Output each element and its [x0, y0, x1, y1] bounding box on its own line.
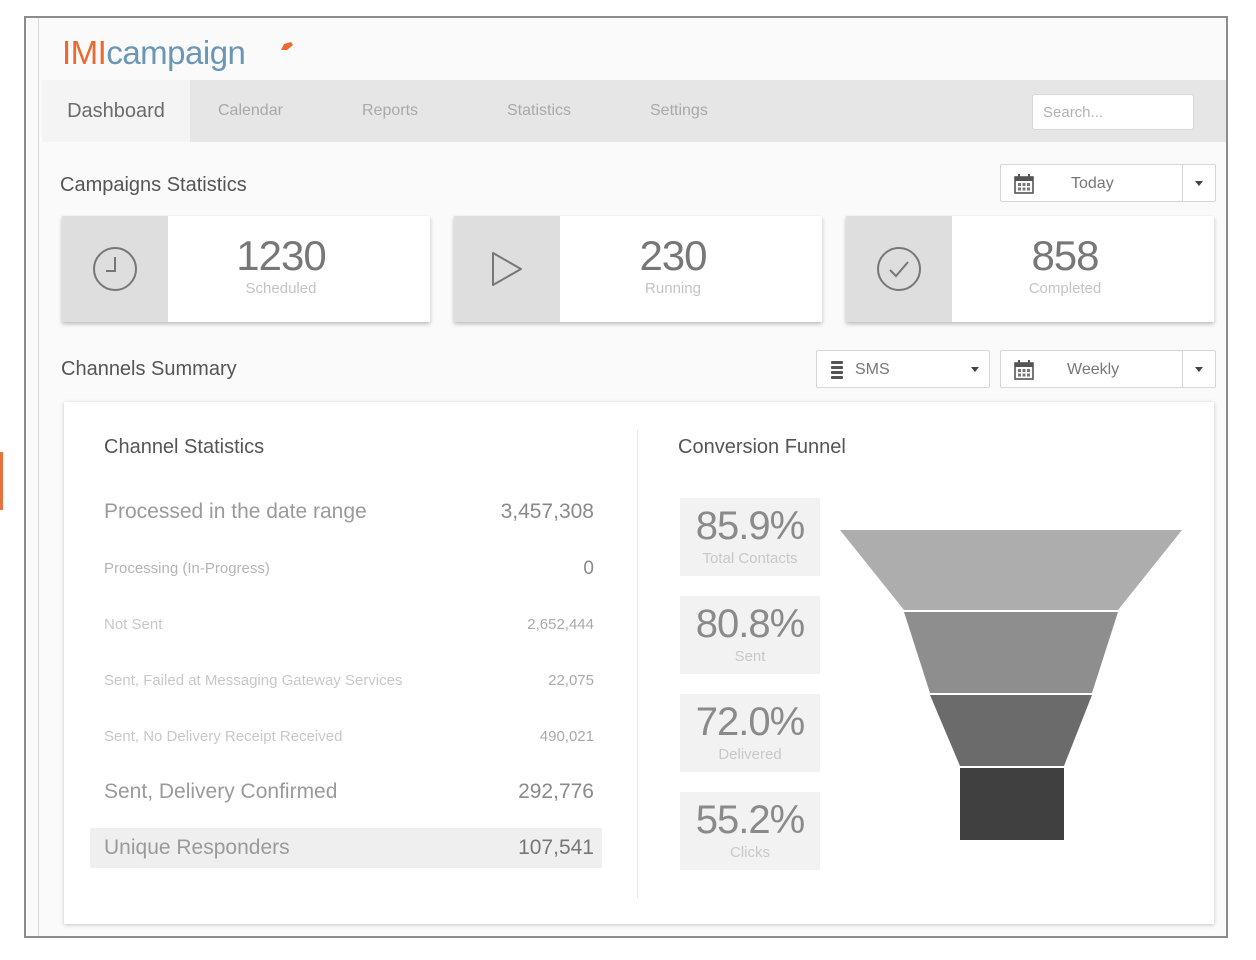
funnel-tile: 72.0% Delivered: [680, 694, 820, 772]
channels-summary-panel: Channel Statistics Conversion Funnel Pro…: [64, 402, 1214, 924]
funnel-label: Delivered: [718, 746, 782, 763]
funnel-tile: 85.9% Total Contacts: [680, 498, 820, 576]
app-logo[interactable]: IMIcampaign: [62, 34, 293, 72]
logo-prefix: IMI: [62, 34, 107, 71]
stat-row: Not Sent 2,652,444: [90, 604, 602, 644]
clock-icon: [93, 247, 137, 291]
stat-label: Scheduled: [245, 280, 317, 297]
period-value: Weekly: [1067, 361, 1120, 378]
funnel-tile: 80.8% Sent: [680, 596, 820, 674]
stat-row-label: Processed in the date range: [104, 500, 367, 523]
funnel-stage-delivered: [930, 695, 1092, 766]
funnel-percent: 80.8%: [695, 602, 805, 646]
funnel-tile: 55.2% Clicks: [680, 792, 820, 870]
funnel-percent: 55.2%: [695, 798, 805, 842]
stat-row: Processed in the date range 3,457,308: [90, 492, 602, 532]
date-range-select[interactable]: Today: [1000, 164, 1216, 202]
funnel-stage-total-contacts: [840, 530, 1182, 610]
stat-row-label: Sent, Delivery Confirmed: [104, 780, 338, 803]
channel-statistics-title: Channel Statistics: [104, 436, 265, 458]
nav-tab-dashboard[interactable]: Dashboard: [42, 80, 190, 142]
stat-row-value: 22,075: [548, 672, 594, 689]
stat-row-label: Unique Responders: [104, 836, 290, 859]
funnel-label: Clicks: [730, 844, 770, 861]
stat-card-scheduled[interactable]: 1230 Scheduled: [62, 216, 430, 322]
stat-card-completed[interactable]: 858 Completed: [846, 216, 1214, 322]
date-range-value: Today: [1071, 175, 1114, 192]
channels-summary-title: Channels Summary: [61, 358, 237, 380]
stat-row: Sent, Failed at Messaging Gateway Servic…: [90, 660, 602, 700]
stat-row-label: Sent, No Delivery Receipt Received: [104, 728, 343, 745]
chevron-down-icon[interactable]: [971, 367, 979, 372]
stat-value: 858: [1031, 232, 1099, 279]
stat-label: Completed: [1028, 280, 1102, 297]
stat-icon-box: [846, 216, 952, 322]
stat-row-value: 0: [583, 558, 594, 579]
stat-row-value: 292,776: [518, 780, 594, 803]
nav-tab-calendar[interactable]: Calendar: [218, 102, 283, 119]
stat-row: Sent, Delivery Confirmed 292,776: [90, 772, 602, 812]
stat-value: 1230: [236, 232, 326, 279]
stat-row-value: 107,541: [518, 836, 594, 859]
nav-tab-reports[interactable]: Reports: [362, 102, 419, 119]
logo-suffix: campaign: [106, 34, 246, 71]
stat-row-highlighted: Unique Responders 107,541: [90, 828, 602, 868]
channel-value: SMS: [855, 361, 890, 378]
stat-icon-box: [454, 216, 560, 322]
stat-row: Processing (In-Progress) 0: [90, 548, 602, 588]
left-edge-accent: [0, 452, 3, 510]
stat-row: Sent, No Delivery Receipt Received 490,0…: [90, 716, 602, 756]
conversion-funnel-title: Conversion Funnel: [678, 436, 846, 458]
conversion-funnel-graphic: [840, 530, 1182, 840]
window-rule: [38, 18, 39, 936]
funnel-stage-clicks: [960, 768, 1064, 840]
panel-divider: [637, 430, 638, 898]
nav-tab-statistics[interactable]: Statistics: [507, 102, 572, 119]
funnel-percent: 85.9%: [695, 504, 805, 548]
funnel-percent: 72.0%: [695, 700, 805, 744]
main-nav: Dashboard Calendar Reports Statistics Se…: [42, 80, 1226, 142]
play-icon: [492, 252, 522, 286]
funnel-label: Sent: [734, 648, 766, 665]
stat-row-label: Processing (In-Progress): [104, 560, 270, 577]
stat-card-running[interactable]: 230 Running: [454, 216, 822, 322]
stat-row-value: 490,021: [539, 728, 594, 745]
stat-row-value: 3,457,308: [500, 500, 594, 523]
sms-icon: [831, 361, 843, 379]
check-circle-icon: [877, 247, 921, 291]
channel-select[interactable]: SMS: [816, 350, 990, 388]
stat-label: Running: [645, 280, 701, 297]
calendar-icon: [1014, 360, 1034, 380]
funnel-label: Total Contacts: [702, 550, 798, 567]
app-content: IMIcampaign Dashboard Calendar Reports S…: [42, 18, 1226, 936]
app-window: IMIcampaign Dashboard Calendar Reports S…: [24, 16, 1228, 938]
chevron-down-icon[interactable]: [1182, 351, 1215, 387]
chevron-down-icon[interactable]: [1182, 165, 1215, 201]
funnel-stage-sent: [904, 612, 1118, 693]
stat-row-value: 2,652,444: [527, 616, 594, 633]
logo-pencil-icon: [281, 42, 293, 50]
search-input[interactable]: [1032, 94, 1194, 130]
campaigns-statistics-title: Campaigns Statistics: [60, 174, 247, 196]
stat-icon-box: [62, 216, 168, 322]
stat-value: 230: [639, 232, 707, 279]
stat-row-label: Not Sent: [104, 616, 163, 633]
calendar-icon: [1014, 174, 1034, 194]
stat-row-label: Sent, Failed at Messaging Gateway Servic…: [104, 672, 403, 689]
period-select[interactable]: Weekly: [1000, 350, 1216, 388]
nav-tab-settings[interactable]: Settings: [650, 102, 708, 119]
